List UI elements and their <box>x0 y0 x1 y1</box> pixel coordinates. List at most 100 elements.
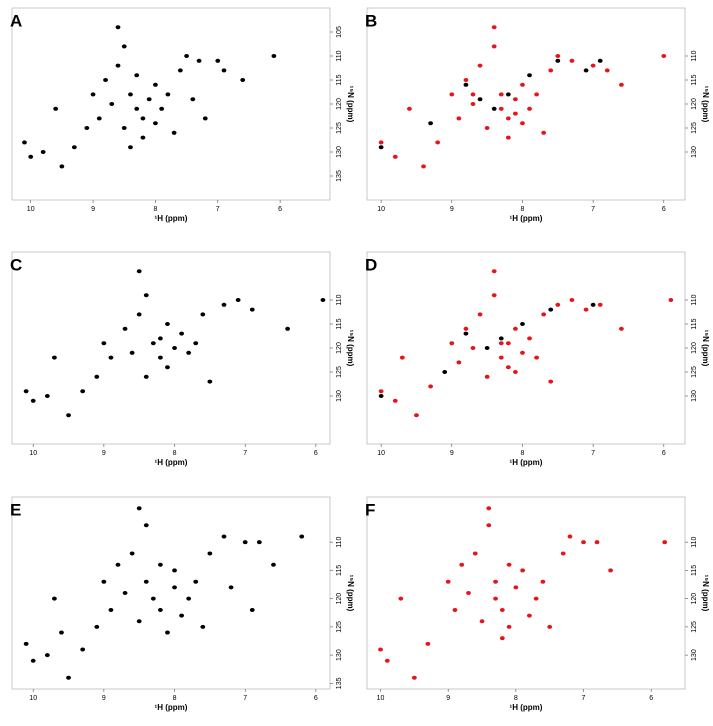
peak <box>136 312 142 317</box>
peak <box>384 658 390 663</box>
peak <box>472 551 478 556</box>
peak <box>505 92 511 97</box>
peak <box>52 355 57 360</box>
peak <box>59 164 65 169</box>
peak <box>392 398 398 403</box>
peak <box>569 298 575 302</box>
peak <box>146 97 152 102</box>
peak <box>520 322 525 326</box>
peak <box>555 302 561 307</box>
peak <box>414 413 419 418</box>
x-axis-label: ¹H (ppm) <box>510 214 543 223</box>
peak <box>193 579 199 584</box>
peak <box>271 562 276 567</box>
x-tick-label: 10 <box>29 695 37 702</box>
x-tick-label: 6 <box>278 206 282 213</box>
y-tick-label: 125 <box>691 122 698 134</box>
peak <box>526 613 532 618</box>
peak <box>445 579 451 584</box>
peak <box>661 54 667 58</box>
peak <box>513 370 518 374</box>
peak <box>499 607 505 612</box>
x-axis-label: ¹H (ppm) <box>155 214 188 223</box>
y-tick-label: 105 <box>336 26 343 38</box>
peak <box>207 551 213 556</box>
y-axis-label: ¹⁵N (ppm) <box>346 86 355 123</box>
peak <box>463 326 469 331</box>
peak <box>193 341 199 346</box>
x-tick-label: 9 <box>450 450 454 457</box>
peak <box>115 63 121 68</box>
peak <box>134 106 140 111</box>
peak <box>129 350 135 355</box>
peak <box>548 307 554 312</box>
peak <box>249 607 255 612</box>
peak <box>668 298 674 302</box>
panel-label: E <box>10 500 21 519</box>
peak <box>158 336 163 341</box>
peak <box>96 116 102 121</box>
y-tick-label: 125 <box>336 122 343 134</box>
peak <box>498 92 504 97</box>
peak <box>84 126 90 130</box>
peak <box>186 350 192 355</box>
peak <box>378 394 384 398</box>
peak <box>463 331 469 336</box>
y-tick-label: 115 <box>336 318 343 329</box>
peak <box>115 25 121 30</box>
x-tick-label: 7 <box>243 695 247 702</box>
peak <box>486 506 492 511</box>
y-tick-label: 110 <box>336 536 343 547</box>
peak <box>498 355 504 360</box>
peak <box>477 312 483 317</box>
peak <box>143 579 149 584</box>
peak <box>498 341 504 346</box>
x-tick-label: 10 <box>377 695 385 702</box>
peak <box>491 106 497 111</box>
y-axis-label: ¹⁵N (ppm) <box>701 330 710 367</box>
peak <box>215 58 221 63</box>
peak <box>456 116 462 121</box>
peak <box>129 551 135 556</box>
peak <box>40 150 46 154</box>
peak <box>520 82 525 87</box>
peak <box>493 596 498 601</box>
y-tick-label: 125 <box>336 621 343 633</box>
peak <box>143 293 149 298</box>
peak <box>22 140 27 145</box>
y-axis-label: ¹⁵N (ppm) <box>346 330 355 367</box>
x-tick-label: 8 <box>521 450 525 457</box>
peak <box>470 102 476 106</box>
peak <box>463 82 469 87</box>
y-tick-label: 120 <box>691 98 698 110</box>
x-tick-label: 6 <box>662 206 666 213</box>
peak <box>202 116 208 121</box>
peak <box>171 130 177 135</box>
spectrum-panel: A 10 9 8 7 6 105 110 115 120 125 130 135 ¹H (ppm) ¹⁵N … <box>10 7 355 223</box>
peak <box>590 63 596 68</box>
peak <box>498 106 504 111</box>
peak <box>456 360 462 365</box>
peak <box>136 619 142 624</box>
x-tick-label: 8 <box>173 695 177 702</box>
y-tick-label: 135 <box>336 677 343 689</box>
peak <box>153 121 158 126</box>
peak <box>59 630 64 635</box>
peak <box>221 302 227 307</box>
peak <box>158 562 163 567</box>
x-tick-label: 6 <box>662 450 666 457</box>
peak <box>499 636 505 641</box>
panel-label: A <box>10 11 22 30</box>
peak <box>540 579 546 584</box>
peak <box>108 607 114 612</box>
peak <box>662 540 668 545</box>
x-axis-label: ¹H (ppm) <box>155 458 188 467</box>
peak <box>534 92 539 97</box>
peak <box>115 562 121 567</box>
peak <box>527 73 532 78</box>
peak <box>200 624 206 629</box>
peak <box>186 596 192 601</box>
peak <box>527 336 532 341</box>
peak <box>466 591 471 595</box>
